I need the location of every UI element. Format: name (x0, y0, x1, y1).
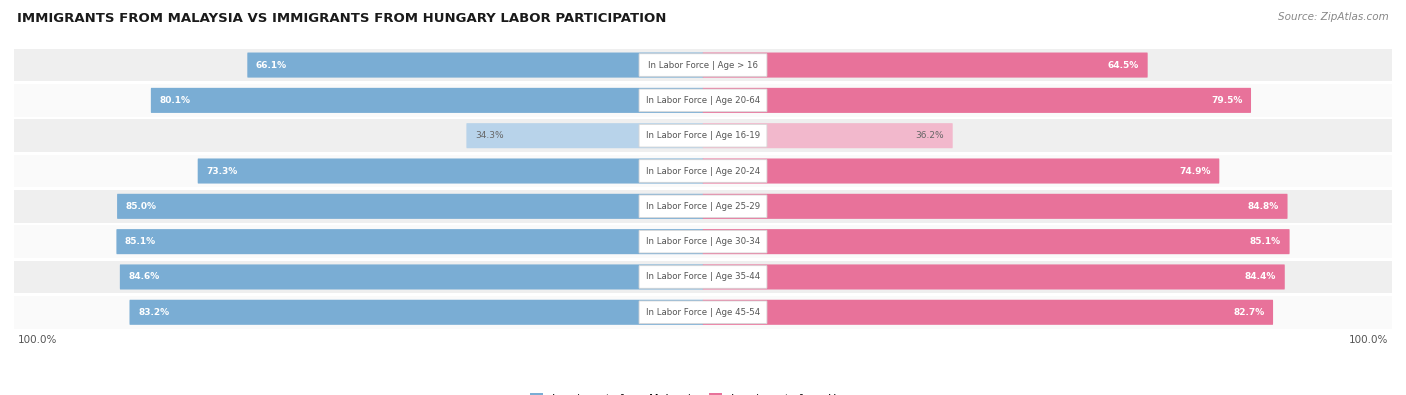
Bar (14, 155, 1392, 187)
FancyBboxPatch shape (129, 300, 703, 325)
Text: 83.2%: 83.2% (138, 308, 169, 317)
Legend: Immigrants from Malaysia, Immigrants from Hungary: Immigrants from Malaysia, Immigrants fro… (526, 389, 880, 395)
Text: 79.5%: 79.5% (1211, 96, 1243, 105)
Text: 85.1%: 85.1% (1250, 237, 1281, 246)
Text: 84.8%: 84.8% (1247, 202, 1279, 211)
Text: 85.1%: 85.1% (125, 237, 156, 246)
FancyBboxPatch shape (703, 53, 1147, 77)
FancyBboxPatch shape (120, 264, 703, 290)
Text: 84.4%: 84.4% (1244, 273, 1277, 282)
FancyBboxPatch shape (640, 89, 766, 112)
FancyBboxPatch shape (640, 124, 766, 147)
FancyBboxPatch shape (703, 264, 1285, 290)
Text: 84.6%: 84.6% (128, 273, 160, 282)
Text: 66.1%: 66.1% (256, 60, 287, 70)
Text: 34.3%: 34.3% (475, 131, 503, 140)
Text: In Labor Force | Age 20-64: In Labor Force | Age 20-64 (645, 96, 761, 105)
FancyBboxPatch shape (117, 229, 703, 254)
Text: In Labor Force | Age 16-19: In Labor Force | Age 16-19 (645, 131, 761, 140)
Text: 82.7%: 82.7% (1233, 308, 1264, 317)
FancyBboxPatch shape (703, 229, 1289, 254)
FancyBboxPatch shape (703, 88, 1251, 113)
FancyBboxPatch shape (198, 158, 703, 184)
FancyBboxPatch shape (640, 266, 766, 288)
Text: In Labor Force | Age 20-24: In Labor Force | Age 20-24 (645, 167, 761, 175)
Text: In Labor Force | Age 25-29: In Labor Force | Age 25-29 (645, 202, 761, 211)
Text: 64.5%: 64.5% (1108, 60, 1139, 70)
FancyBboxPatch shape (703, 158, 1219, 184)
Bar (14, 84, 1392, 117)
Text: Source: ZipAtlas.com: Source: ZipAtlas.com (1278, 12, 1389, 22)
FancyBboxPatch shape (247, 53, 703, 77)
Text: 85.0%: 85.0% (125, 202, 156, 211)
FancyBboxPatch shape (117, 194, 703, 219)
Text: In Labor Force | Age 45-54: In Labor Force | Age 45-54 (645, 308, 761, 317)
Text: In Labor Force | Age 30-34: In Labor Force | Age 30-34 (645, 237, 761, 246)
FancyBboxPatch shape (640, 54, 766, 76)
Bar (14, 119, 1392, 152)
Text: 100.0%: 100.0% (1350, 335, 1389, 345)
FancyBboxPatch shape (640, 160, 766, 182)
Text: In Labor Force | Age 35-44: In Labor Force | Age 35-44 (645, 273, 761, 282)
Bar (14, 261, 1392, 293)
Text: IMMIGRANTS FROM MALAYSIA VS IMMIGRANTS FROM HUNGARY LABOR PARTICIPATION: IMMIGRANTS FROM MALAYSIA VS IMMIGRANTS F… (17, 12, 666, 25)
FancyBboxPatch shape (150, 88, 703, 113)
Text: 36.2%: 36.2% (915, 131, 945, 140)
Text: 73.3%: 73.3% (207, 167, 238, 175)
FancyBboxPatch shape (640, 230, 766, 253)
FancyBboxPatch shape (703, 194, 1288, 219)
Bar (14, 49, 1392, 81)
Text: In Labor Force | Age > 16: In Labor Force | Age > 16 (648, 60, 758, 70)
Text: 80.1%: 80.1% (159, 96, 190, 105)
Bar (14, 226, 1392, 258)
Bar (14, 296, 1392, 329)
FancyBboxPatch shape (467, 123, 703, 148)
Text: 74.9%: 74.9% (1180, 167, 1211, 175)
FancyBboxPatch shape (703, 123, 953, 148)
Bar (14, 190, 1392, 222)
FancyBboxPatch shape (640, 301, 766, 324)
FancyBboxPatch shape (640, 195, 766, 218)
FancyBboxPatch shape (703, 300, 1272, 325)
Text: 100.0%: 100.0% (17, 335, 56, 345)
